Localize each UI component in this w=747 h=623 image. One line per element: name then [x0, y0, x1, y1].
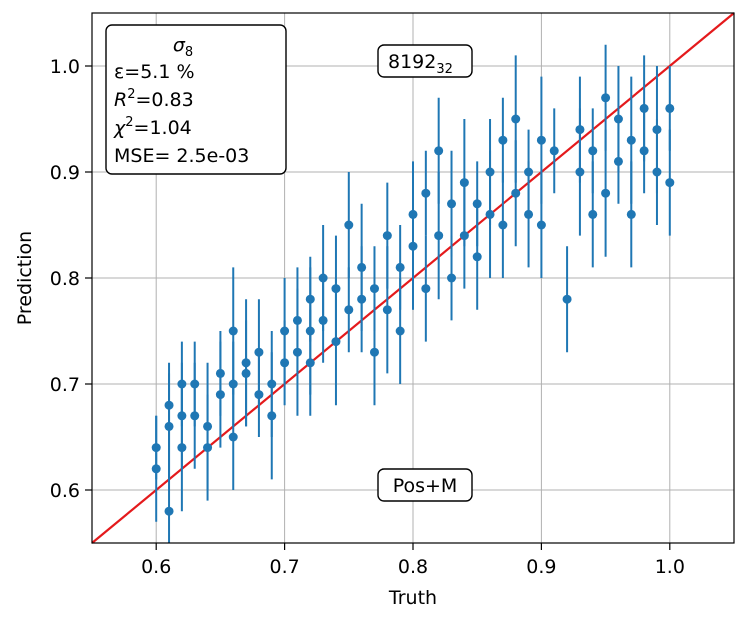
y-tick-label: 0.9: [50, 162, 80, 184]
data-point: [639, 103, 649, 113]
data-point: [601, 93, 611, 103]
data-point: [434, 146, 444, 156]
data-point: [626, 209, 636, 219]
data-point: [357, 262, 367, 272]
data-point: [382, 231, 392, 241]
stats-title: σ8: [173, 34, 193, 60]
data-point: [613, 114, 623, 124]
data-point: [447, 273, 457, 283]
data-point: [421, 284, 431, 294]
data-point: [382, 305, 392, 315]
stats-box-frame: [105, 24, 287, 175]
data-point: [395, 262, 405, 272]
data-point: [665, 103, 675, 113]
method-label-frame: [377, 468, 473, 502]
method-label-box: Pos+M: [377, 468, 473, 502]
data-point: [267, 379, 277, 389]
dataset-label: 819232: [388, 51, 453, 77]
stats-chi2-line: χ2=1.04: [113, 115, 192, 139]
data-point: [369, 284, 379, 294]
data-point: [177, 443, 187, 453]
data-points-layer: [151, 44, 675, 543]
stats-error-line: ε=5.1 %: [114, 61, 195, 83]
data-point: [280, 326, 290, 336]
data-point: [369, 347, 379, 357]
data-point: [601, 188, 611, 198]
data-point: [395, 326, 405, 336]
data-point: [228, 326, 238, 336]
data-point: [344, 220, 354, 230]
data-point: [228, 379, 238, 389]
x-tick-label: 0.9: [526, 556, 556, 578]
data-point: [472, 252, 482, 262]
x-tick-label: 1.0: [655, 556, 685, 578]
data-point: [498, 220, 508, 230]
data-point: [652, 167, 662, 177]
y-tick-label: 0.6: [50, 480, 80, 502]
data-point: [511, 114, 521, 124]
data-point: [215, 368, 225, 378]
data-point: [549, 146, 559, 156]
dataset-label-box: 819232: [377, 44, 473, 78]
data-point: [305, 326, 315, 336]
x-axis-label: Truth: [388, 587, 437, 609]
data-point: [241, 358, 251, 368]
data-point: [408, 241, 418, 251]
data-point: [331, 337, 341, 347]
data-point: [228, 432, 238, 442]
data-point: [447, 199, 457, 209]
x-tick-label: 0.8: [398, 556, 428, 578]
data-point: [151, 464, 161, 474]
data-point: [254, 347, 264, 357]
data-point: [292, 347, 302, 357]
dataset-label-frame: [377, 44, 473, 78]
data-point: [511, 188, 521, 198]
data-point: [164, 506, 174, 516]
data-point: [536, 135, 546, 145]
data-point: [203, 421, 213, 431]
data-point: [498, 135, 508, 145]
data-point: [344, 305, 354, 315]
data-point: [626, 135, 636, 145]
x-tick-label: 0.7: [269, 556, 299, 578]
data-point: [575, 125, 585, 135]
stats-box: σ8 ε=5.1 % R2=0.83 χ2=1.04 MSE= 2.5e-03: [105, 24, 287, 175]
stats-r2-line: R2=0.83: [114, 87, 194, 111]
data-point: [318, 315, 328, 325]
method-label: Pos+M: [393, 475, 458, 497]
data-point: [588, 146, 598, 156]
data-point: [588, 209, 598, 219]
data-point: [190, 379, 200, 389]
y-tick-label: 0.7: [50, 374, 80, 396]
y-tick-label: 1.0: [50, 56, 80, 78]
stats-mse-line: MSE= 2.5e-03: [114, 145, 249, 167]
data-point: [524, 209, 534, 219]
y-tick-label: 0.8: [50, 268, 80, 290]
data-point: [459, 231, 469, 241]
data-point: [665, 178, 675, 188]
ticks-layer: 0.6 0.7 0.8 0.9 1.0 0.6 0.7 0.8 0.9 1.0: [50, 56, 685, 578]
data-point: [485, 167, 495, 177]
data-point: [164, 421, 174, 431]
data-point: [421, 188, 431, 198]
data-point: [434, 231, 444, 241]
data-point: [562, 294, 572, 304]
x-tick-label: 0.6: [141, 556, 171, 578]
y-axis-label: Prediction: [14, 231, 36, 325]
data-point: [536, 220, 546, 230]
